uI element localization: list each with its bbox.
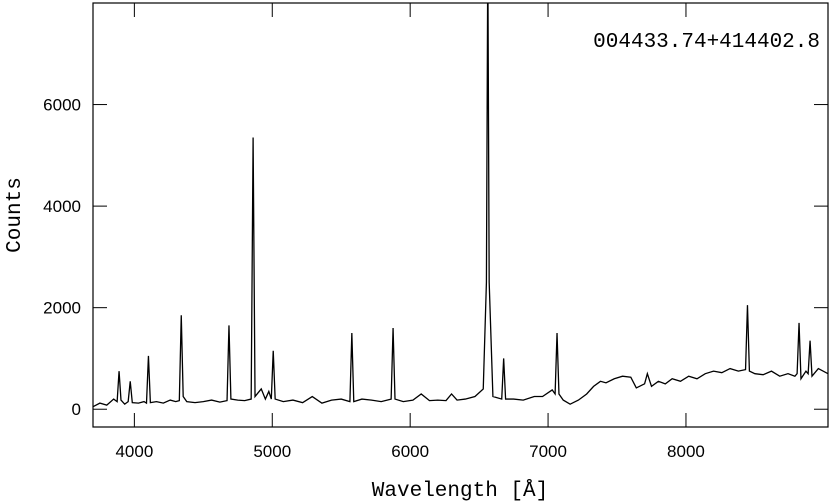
x-tick-label: 6000 [391, 442, 429, 461]
x-axis-label: Wavelength [Å] [372, 480, 548, 503]
y-tick-label: 2000 [43, 299, 81, 318]
x-tick-label: 5000 [253, 442, 291, 461]
y-tick-label: 6000 [43, 96, 81, 115]
y-tick-label: 0 [72, 400, 81, 419]
plot-frame [92, 2, 829, 428]
x-tick-label: 7000 [529, 442, 567, 461]
x-tick-label: 4000 [115, 442, 153, 461]
y-tick-label: 4000 [43, 197, 81, 216]
chart-title: 004433.74+414402.8 [593, 31, 820, 54]
x-tick-label: 8000 [667, 442, 705, 461]
spectrum-line [93, 3, 828, 408]
y-axis-label: Counts [4, 177, 27, 253]
